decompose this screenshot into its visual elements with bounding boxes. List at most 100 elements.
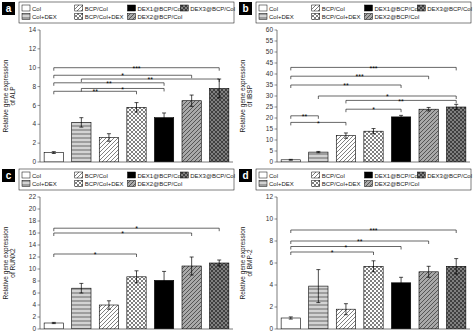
y-tick [275,263,278,264]
significance-label: *** [356,73,364,80]
significance-label: * [94,251,97,258]
legend-label: DEX3@BCP/Col [190,173,235,179]
error-bar [316,270,320,303]
y-tick [38,67,41,68]
legend-swatch [417,5,425,11]
y-tick [38,281,41,282]
error-bar [454,104,458,109]
bar [364,266,383,329]
y-tick-label: 4 [32,301,36,308]
y-axis-line [40,30,41,162]
y-tick-label: 12 [29,253,37,260]
y-tick [38,209,41,210]
significance-label: *** [132,65,140,72]
plot-marks [281,230,466,329]
y-tick [38,257,41,258]
bar [281,318,300,329]
y-tick-label: 18 [29,217,37,224]
y-tick [275,41,278,42]
legend-swatch [259,14,267,20]
error-bar [372,129,376,134]
error-bar [162,113,166,122]
panel-label: c [6,170,12,181]
error-bar [289,317,293,319]
y-tick [275,329,278,330]
legend-swatch [312,5,320,11]
bar [44,153,63,162]
y-tick [38,143,41,144]
bar [72,122,91,162]
y-tick-label: 40 [266,70,274,77]
error-bar [217,260,221,266]
error-bar [427,107,431,111]
bar [336,136,355,162]
y-axis-line [40,197,41,329]
legend-label: Col [269,173,278,179]
y-tick-label: 2 [32,139,36,146]
y-tick [38,221,41,222]
y-tick [275,30,278,31]
significance-label: * [331,249,334,256]
significance-label: ** [357,238,363,245]
y-tick-label: 6 [269,259,273,266]
panel: dColCol+DEXBCP/ColBCP/Col+DEXDEX1@BCP/Co… [239,169,472,332]
significance-label: * [135,225,138,232]
y-tick [275,307,278,308]
y-tick-label: 50 [266,48,274,55]
error-bar [344,133,348,138]
bar [419,109,438,162]
figure: aColCol+DEXBCP/ColBCP/Col+DEXDEX1@BCP/Co… [0,0,474,334]
bar [72,288,91,329]
y-tick [38,269,41,270]
legend-swatch [22,5,30,11]
legend-label: Col+DEX [269,181,294,187]
annotations: *************** [302,65,404,127]
legend-label: DEX3@BCP/Col [427,6,472,12]
y-tick [38,329,41,330]
plot-marks [44,68,229,162]
significance-label: * [386,93,389,100]
y-tick-label: 12 [266,193,274,200]
legend-label: Col+DEX [269,14,294,20]
legend-swatch [312,172,320,178]
significance-label: ** [106,80,112,87]
legend-label: DEX1@BCP/Col [375,173,420,179]
y-tick-label: 30 [266,92,274,99]
y-tick-label: 12 [29,45,37,52]
y-axis-line [277,197,278,329]
legend-label: Col+DEX [32,181,57,187]
legend-label: DEX2@BCP/Col [138,181,183,187]
legend-swatch [259,5,267,11]
y-tick-label: 8 [32,277,36,284]
plot-marks [44,228,229,329]
bar [364,131,383,162]
legend-label: DEX2@BCP/Col [138,14,183,20]
bar [419,272,438,329]
y-tick-label: 14 [29,241,37,248]
bar [309,152,328,162]
error-bar [135,271,139,283]
legend-label: DEX2@BCP/Col [375,14,420,20]
y-axis-label-line: of BMP-2 [246,249,253,276]
y-tick-label: 35 [266,81,274,88]
error-bar [79,283,83,293]
legend-label: BCP/Col+DEX [322,181,361,187]
significance-label: * [121,230,124,237]
error-bar [372,261,376,272]
y-tick [38,162,41,163]
y-tick [275,285,278,286]
legend-swatch [365,181,373,187]
bar [391,117,410,162]
panel: aColCol+DEXBCP/ColBCP/Col+DEXDEX1@BCP/Co… [2,2,235,165]
error-bar [289,159,293,161]
y-tick [38,305,41,306]
significance-label: * [317,120,320,127]
annotations: *********** [92,65,153,96]
bar [210,263,229,329]
y-tick-label: 55 [266,37,274,44]
legend-swatch [259,172,267,178]
y-tick-label: 6 [32,289,36,296]
significance-label: * [121,86,124,93]
error-bar [162,271,166,289]
legend-label: BCP/Col [85,6,108,12]
